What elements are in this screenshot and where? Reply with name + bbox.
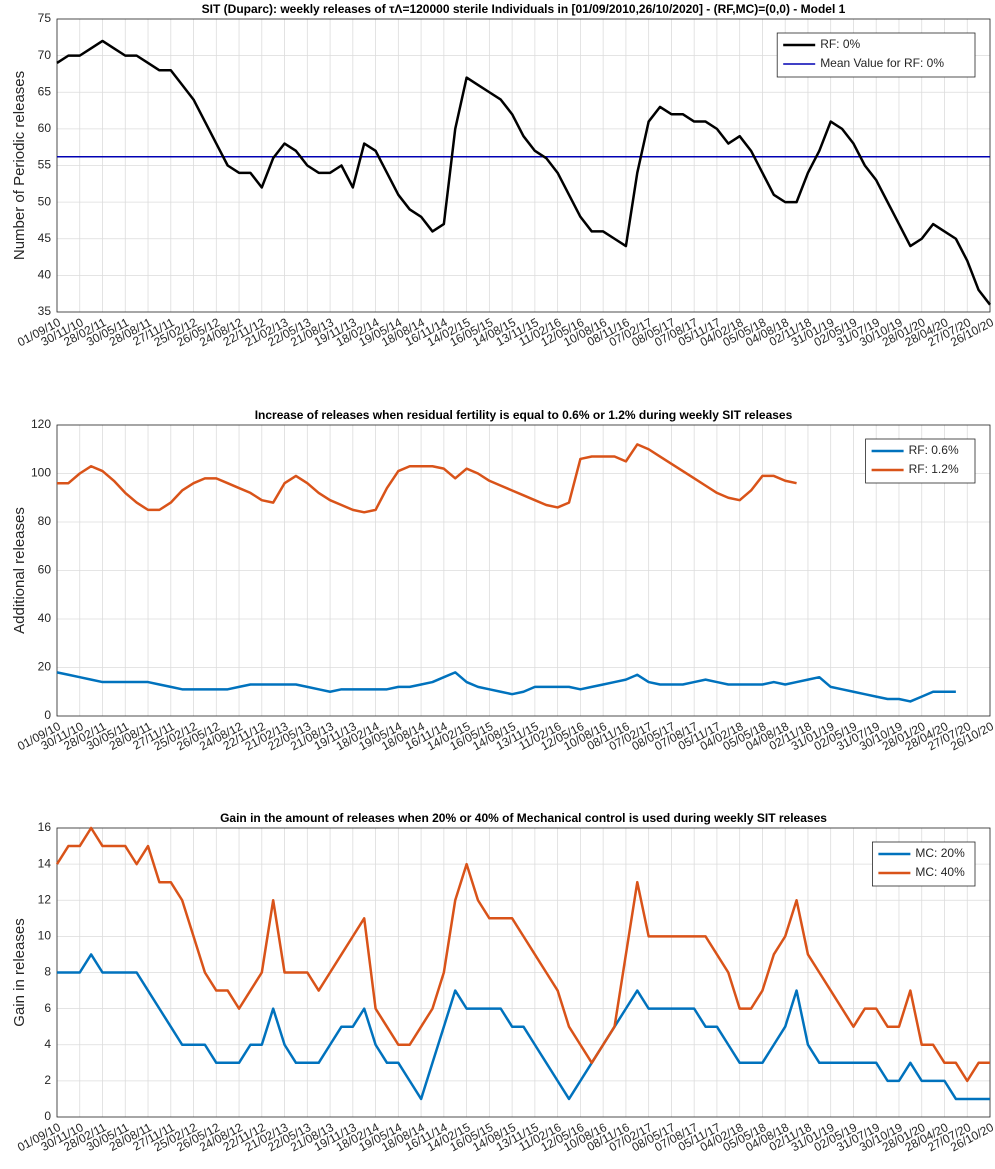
y-tick-label: 4 [44, 1037, 51, 1051]
y-tick-label: 70 [38, 48, 52, 62]
y-tick-label: 60 [38, 121, 52, 135]
series-line [55, 826, 990, 1083]
series-line [57, 443, 797, 514]
y-tick-label: 45 [38, 231, 52, 245]
y-tick-label: 35 [38, 304, 52, 318]
y-tick-label: 40 [38, 268, 52, 282]
y-tick-label: 16 [38, 820, 52, 834]
y-tick-label: 60 [38, 563, 52, 577]
y-tick-label: 10 [38, 929, 52, 943]
legend-label: MC: 20% [915, 846, 965, 860]
legend: MC: 20% MC: 40% [872, 841, 976, 887]
series-line [57, 953, 990, 1101]
y-axis-label: Number of Periodic releases [11, 71, 28, 260]
legend-label: RF: 0% [820, 37, 860, 51]
legend-label: RF: 0.6% [909, 443, 959, 457]
y-axis-label: Gain in releases [11, 918, 28, 1026]
series-line [56, 671, 956, 703]
legend-box [776, 32, 976, 78]
y-tick-label: 8 [44, 965, 51, 979]
y-tick-label: 75 [38, 11, 52, 25]
y-tick-label: 12 [38, 892, 52, 906]
legend-label: MC: 40% [915, 865, 965, 879]
y-tick-label: 55 [38, 158, 52, 172]
chart-title: SIT (Duparc): weekly releases of τΛ=1200… [202, 2, 846, 16]
legend: RF: 0% Mean Value for RF: 0% [776, 32, 976, 78]
y-tick-label: 6 [44, 1001, 51, 1015]
y-tick-label: 50 [38, 194, 52, 208]
chart-title: Gain in the amount of releases when 20% … [220, 811, 827, 825]
y-tick-label: 0 [44, 1109, 51, 1123]
y-tick-label: 14 [38, 856, 52, 870]
axes-box [56, 18, 991, 313]
legend: RF: 0.6% RF: 1.2% [865, 438, 976, 484]
y-tick-label: 100 [31, 466, 51, 480]
series-line [56, 39, 991, 306]
y-tick-label: 40 [38, 611, 52, 625]
y-tick-label: 80 [38, 514, 52, 528]
y-tick-label: 65 [38, 84, 52, 98]
y-tick-label: 2 [44, 1073, 51, 1087]
axes-box [56, 424, 991, 717]
y-tick-label: 120 [31, 417, 51, 431]
chart-title: Increase of releases when residual ferti… [255, 408, 793, 422]
legend-box [865, 438, 976, 484]
y-tick-label: 20 [38, 660, 52, 674]
legend-label: RF: 1.2% [909, 462, 959, 476]
legend-box [872, 841, 976, 887]
legend-label: Mean Value for RF: 0% [820, 56, 944, 70]
y-tick-label: 0 [44, 708, 51, 722]
y-axis-label: Additional releases [11, 507, 28, 634]
